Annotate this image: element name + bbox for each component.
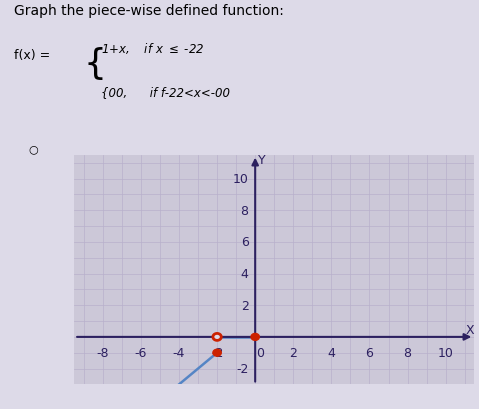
Text: 6: 6 xyxy=(240,236,249,249)
Text: 8: 8 xyxy=(403,346,411,360)
Text: 2: 2 xyxy=(289,346,297,360)
Text: -4: -4 xyxy=(173,346,185,360)
Text: 8: 8 xyxy=(240,204,249,217)
Text: 4: 4 xyxy=(240,267,249,281)
Text: {00,      if f-22<x<-00: {00, if f-22<x<-00 xyxy=(101,86,229,99)
Text: 10: 10 xyxy=(438,346,454,360)
Text: 1+x,    if x $\leq$ -22: 1+x, if x $\leq$ -22 xyxy=(101,41,204,56)
Circle shape xyxy=(213,334,221,341)
Text: 0: 0 xyxy=(256,346,264,360)
Text: -2: -2 xyxy=(236,362,249,375)
Text: 4: 4 xyxy=(328,346,335,360)
Text: -2: -2 xyxy=(211,346,223,360)
Text: 10: 10 xyxy=(233,173,249,186)
Text: 2: 2 xyxy=(240,299,249,312)
Text: f(x) =: f(x) = xyxy=(14,49,51,62)
Text: Graph the piece-wise defined function:: Graph the piece-wise defined function: xyxy=(14,4,284,18)
Text: Y: Y xyxy=(258,154,266,166)
Text: -8: -8 xyxy=(97,346,109,360)
Text: ○: ○ xyxy=(29,144,38,154)
Text: -6: -6 xyxy=(135,346,147,360)
Circle shape xyxy=(213,349,221,356)
Circle shape xyxy=(251,334,259,341)
Text: X: X xyxy=(466,324,475,337)
Text: 6: 6 xyxy=(365,346,374,360)
Text: {: { xyxy=(84,47,107,80)
